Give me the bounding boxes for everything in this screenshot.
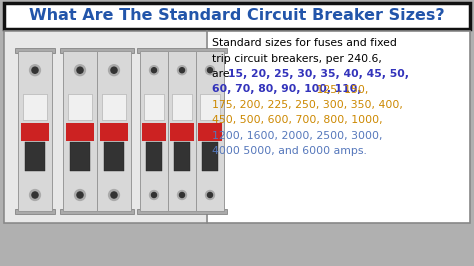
Circle shape <box>29 190 40 201</box>
Circle shape <box>109 65 119 76</box>
Text: are: are <box>212 69 233 79</box>
Bar <box>137 209 227 214</box>
Bar <box>102 94 126 120</box>
Bar <box>23 94 47 120</box>
Circle shape <box>109 190 119 201</box>
Text: 4000 5000, and 6000 amps.: 4000 5000, and 6000 amps. <box>212 147 367 156</box>
Bar <box>168 51 196 211</box>
Circle shape <box>206 190 214 200</box>
Circle shape <box>111 192 117 198</box>
Text: 450, 500, 600, 700, 800, 1000,: 450, 500, 600, 700, 800, 1000, <box>212 115 383 126</box>
Bar <box>173 142 191 171</box>
Text: 1200, 1600, 2000, 2500, 3000,: 1200, 1600, 2000, 2500, 3000, <box>212 131 383 141</box>
Text: What Are The Standard Circuit Breaker Sizes?: What Are The Standard Circuit Breaker Si… <box>29 9 445 23</box>
Circle shape <box>32 67 38 73</box>
Circle shape <box>178 66 186 75</box>
Bar <box>60 209 134 214</box>
Circle shape <box>152 68 156 73</box>
Circle shape <box>32 192 38 198</box>
Bar <box>97 51 131 211</box>
Circle shape <box>152 193 156 198</box>
Bar <box>104 142 124 171</box>
Bar <box>137 48 227 53</box>
Bar <box>18 51 52 211</box>
Circle shape <box>74 190 85 201</box>
FancyBboxPatch shape <box>5 32 206 222</box>
Bar <box>170 123 194 141</box>
Bar <box>198 123 222 141</box>
Circle shape <box>29 65 40 76</box>
Text: 60, 70, 80, 90, 100, 110,: 60, 70, 80, 90, 100, 110, <box>212 85 362 94</box>
Circle shape <box>208 68 212 73</box>
Circle shape <box>77 67 83 73</box>
Text: Standard sizes for fuses and fixed: Standard sizes for fuses and fixed <box>212 38 397 48</box>
FancyBboxPatch shape <box>4 31 470 223</box>
Bar <box>15 48 55 53</box>
Circle shape <box>180 68 184 73</box>
Bar <box>200 94 220 120</box>
Circle shape <box>206 66 214 75</box>
Bar <box>66 123 94 141</box>
Bar <box>146 142 163 171</box>
Bar <box>25 142 45 171</box>
Text: 175, 200, 225, 250, 300, 350, 400,: 175, 200, 225, 250, 300, 350, 400, <box>212 100 403 110</box>
Bar <box>140 51 168 211</box>
Bar <box>144 94 164 120</box>
Bar <box>70 142 90 171</box>
Circle shape <box>77 192 83 198</box>
Bar <box>196 51 224 211</box>
Circle shape <box>149 190 158 200</box>
Bar <box>100 123 128 141</box>
Bar <box>172 94 192 120</box>
Bar <box>21 123 49 141</box>
Circle shape <box>111 67 117 73</box>
Circle shape <box>178 190 186 200</box>
Bar <box>68 94 92 120</box>
Bar <box>201 142 219 171</box>
Bar <box>15 209 55 214</box>
Circle shape <box>180 193 184 198</box>
Text: trip circuit breakers, per 240.6,: trip circuit breakers, per 240.6, <box>212 53 382 64</box>
Bar <box>60 48 134 53</box>
Circle shape <box>74 65 85 76</box>
Bar <box>63 51 97 211</box>
Circle shape <box>208 193 212 198</box>
Text: 15, 20, 25, 30, 35, 40, 45, 50,: 15, 20, 25, 30, 35, 40, 45, 50, <box>228 69 409 79</box>
Bar <box>142 123 166 141</box>
Text: 125, 150,: 125, 150, <box>313 85 369 94</box>
FancyBboxPatch shape <box>4 3 470 29</box>
Circle shape <box>149 66 158 75</box>
